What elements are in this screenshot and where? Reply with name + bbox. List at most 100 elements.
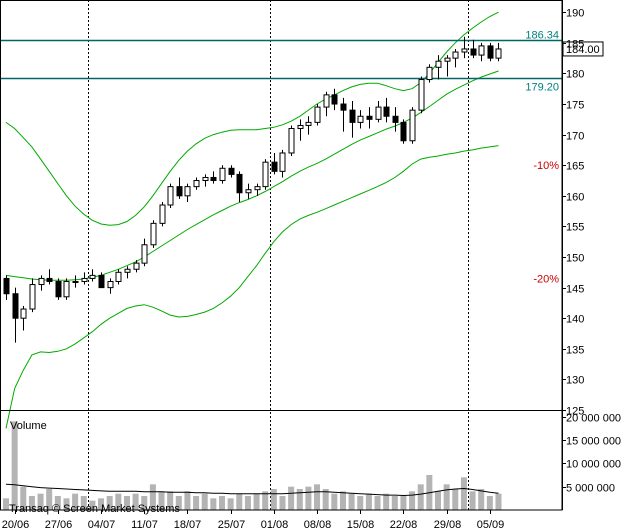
volume-bar (89, 500, 96, 510)
volume-bar (288, 486, 295, 510)
candle-body (150, 222, 157, 246)
y-tick-label: 190 (566, 8, 584, 20)
candle-body (478, 45, 485, 56)
volume-bar (460, 477, 467, 510)
y-tick-label: 180 (566, 69, 584, 81)
plot-frame (0, 0, 563, 511)
candle-body (487, 45, 494, 59)
y-tick-label: 155 (566, 222, 584, 234)
volume-bar (486, 496, 493, 510)
volume-tick-label: 5 000 000 (566, 483, 615, 495)
candle-body (495, 48, 502, 59)
candle-body (133, 262, 140, 270)
volume-bar (469, 491, 476, 510)
candle-body (271, 161, 278, 172)
level-label: 179.20 (525, 82, 559, 94)
candle-body (254, 186, 261, 191)
candle-body (141, 244, 148, 264)
volume-bar (339, 491, 346, 510)
volume-bar (270, 489, 277, 510)
candle-body (392, 115, 399, 123)
candlesticks (3, 36, 502, 343)
candle-body (418, 79, 425, 111)
x-tick-label: 15/08 (347, 519, 375, 531)
volume-bar (244, 496, 251, 510)
volume-bar (158, 491, 165, 510)
y-tick-label: 160 (566, 192, 584, 204)
candle-body (323, 94, 330, 108)
y-tick-label: 140 (566, 314, 584, 326)
candle-body (210, 176, 217, 182)
x-tick-label: 25/07 (218, 519, 246, 531)
volume-average-line (5, 483, 499, 497)
y-tick-label: 135 (566, 345, 584, 357)
candle-body (176, 186, 183, 197)
volume-bar (80, 496, 87, 510)
y-tick-label: 130 (566, 375, 584, 387)
volume-bar (383, 493, 390, 510)
y-tick-label: 150 (566, 253, 584, 265)
candle-body (55, 280, 62, 298)
grid-layer (88, 0, 469, 510)
volume-bar (28, 496, 35, 510)
volume-bar (452, 489, 459, 510)
volume-bar (314, 484, 321, 510)
candle-body (124, 268, 131, 273)
candle-body (279, 152, 286, 172)
candle-body (193, 180, 200, 188)
last-price-label: 184.00 (566, 44, 600, 56)
volume-bar (374, 496, 381, 510)
volume-bar (262, 491, 269, 510)
candle-body (167, 186, 174, 206)
candle-body (366, 115, 373, 120)
volume-bar (478, 489, 485, 510)
candle-body (262, 161, 269, 188)
candle-body (305, 121, 312, 126)
volume-bar (400, 496, 407, 510)
candle-body (375, 106, 382, 120)
volume-bar (443, 484, 450, 510)
candle-body (12, 293, 19, 319)
candle-body (461, 48, 468, 53)
volume-bar (132, 493, 139, 510)
percent-label: -10% (533, 160, 559, 172)
candle-body (349, 109, 356, 123)
candle-body (72, 280, 79, 283)
candle-body (314, 106, 321, 123)
candle-body (357, 115, 364, 123)
candle-body (219, 167, 226, 182)
volume-bar (54, 496, 61, 510)
x-tick-label: 04/07 (88, 519, 116, 531)
volume-tick-label: 10 000 000 (566, 459, 621, 471)
candle-body (46, 277, 53, 282)
volume-tick-label: 20 000 000 (566, 413, 621, 425)
volume-bar (106, 496, 113, 510)
candle-body (38, 277, 45, 286)
bollinger-upper (5, 11, 499, 226)
x-tick-label: 11/07 (131, 519, 158, 531)
candle-body (400, 121, 407, 142)
candle-body (89, 274, 96, 279)
bollinger-middle (5, 70, 499, 281)
volume-bar (305, 486, 312, 510)
volume-bar (37, 493, 44, 510)
candle-body (228, 167, 235, 175)
volume-bar (417, 484, 424, 510)
volume-bar (193, 496, 200, 510)
x-tick-label: 05/09 (477, 519, 505, 531)
candle-body (452, 51, 459, 59)
volume-panel (3, 421, 502, 510)
bollinger-lower (5, 145, 499, 429)
volume-tick-label: 15 000 000 (566, 436, 621, 448)
volume-bar (20, 486, 27, 510)
price-label: 186.34 (525, 30, 559, 42)
candle-body (444, 57, 451, 62)
volume-bar (495, 493, 502, 510)
volume-bar (391, 496, 398, 510)
volume-bar (435, 491, 441, 510)
watermark: Transaq © Screen Market Systems (9, 503, 180, 515)
x-tick-label: 08/08 (304, 519, 332, 531)
y-tick-label: 165 (566, 161, 584, 173)
candle-body (184, 186, 191, 197)
